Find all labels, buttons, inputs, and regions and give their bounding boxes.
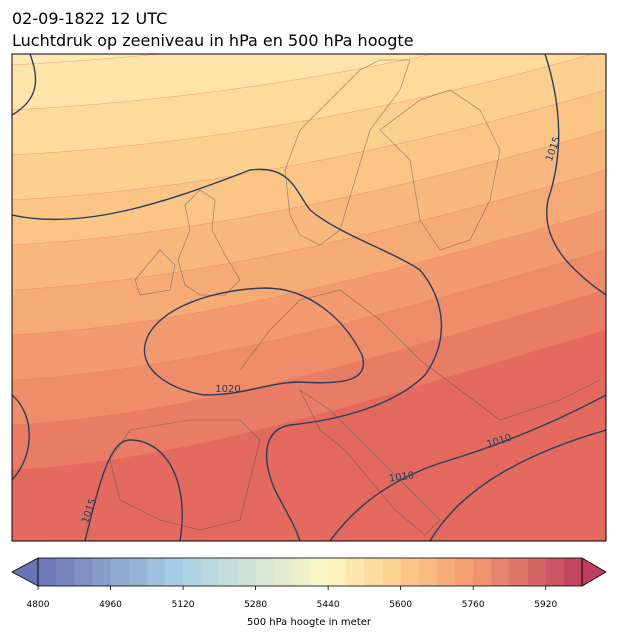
colorbar-band	[418, 558, 438, 586]
colorbar-tick-label: 5280	[244, 600, 267, 610]
colorbar-band	[563, 558, 583, 586]
colorbar-band	[255, 558, 275, 586]
colorbar-band	[473, 558, 492, 586]
coast	[239, 289, 601, 421]
contour-label: 1010	[388, 470, 415, 484]
contour	[429, 429, 606, 541]
colorbar-band	[164, 558, 184, 586]
colorbar-band	[219, 558, 238, 586]
colorbar-band	[273, 558, 293, 586]
map: 1015 1020 1010 1010 1015	[12, 54, 606, 541]
colorbar-band	[310, 558, 329, 586]
colorbar-band	[491, 558, 510, 586]
coast	[284, 59, 411, 246]
contour	[329, 394, 606, 541]
colorbar-tick-label: 5760	[462, 600, 485, 610]
colorbar-band	[509, 558, 528, 586]
colorbar-tick-label: 5120	[172, 600, 195, 610]
contour-label: 1020	[215, 384, 240, 395]
coast	[109, 419, 261, 531]
coastlines	[109, 59, 601, 536]
colorbar-frame	[37, 557, 583, 587]
colorbar-extend-high	[581, 557, 607, 587]
colorbar: 4800 4960 5120 5280 5440 5600 5760 5920	[11, 557, 607, 610]
colorbar-band	[545, 558, 565, 586]
colorbar-band	[110, 558, 129, 586]
colorbar-band	[328, 558, 347, 586]
colorbar-band	[237, 558, 256, 586]
colorbar-tick-label: 4960	[99, 600, 122, 610]
height-band	[12, 54, 161, 66]
colorbar-band	[56, 558, 75, 586]
colorbar-band	[38, 558, 57, 586]
contour	[544, 54, 606, 296]
contour	[12, 168, 443, 541]
colorbar-band	[291, 558, 311, 586]
colorbar-band	[436, 558, 456, 586]
colorbar-band	[527, 558, 547, 586]
colorbar-band	[201, 558, 220, 586]
coast	[379, 89, 501, 251]
colorbar-band	[382, 558, 401, 586]
colorbar-band	[183, 558, 202, 586]
colorbar-band	[346, 558, 365, 586]
coast	[134, 249, 176, 296]
colorbar-band	[74, 558, 93, 586]
colorbar-extend-low	[11, 557, 39, 587]
colorbar-tick-label: 4800	[27, 600, 50, 610]
map-frame	[11, 53, 607, 542]
coast	[299, 389, 441, 536]
contour	[12, 394, 30, 481]
colorbar-band	[146, 558, 166, 586]
contour	[143, 287, 365, 396]
colorbar-band	[455, 558, 474, 586]
height-band	[12, 54, 434, 111]
contour	[84, 439, 183, 541]
coast	[177, 189, 241, 296]
subtitle: Luchtdruk op zeeniveau in hPa en 500 hPa…	[12, 31, 414, 50]
contour	[12, 54, 37, 116]
colorbar-tick-label: 5600	[389, 600, 412, 610]
colorbar-tick-label: 5920	[534, 600, 557, 610]
title: 02-09-1822 12 UTC	[12, 9, 167, 28]
colorbar-band	[364, 558, 383, 586]
colorbar-band	[92, 558, 111, 586]
colorbar-label: 500 hPa hoogte in meter	[247, 617, 372, 628]
colorbar-band	[128, 558, 148, 586]
height-bands	[12, 54, 606, 471]
colorbar-tick-label: 5440	[317, 600, 340, 610]
colorbar-band	[400, 558, 420, 586]
